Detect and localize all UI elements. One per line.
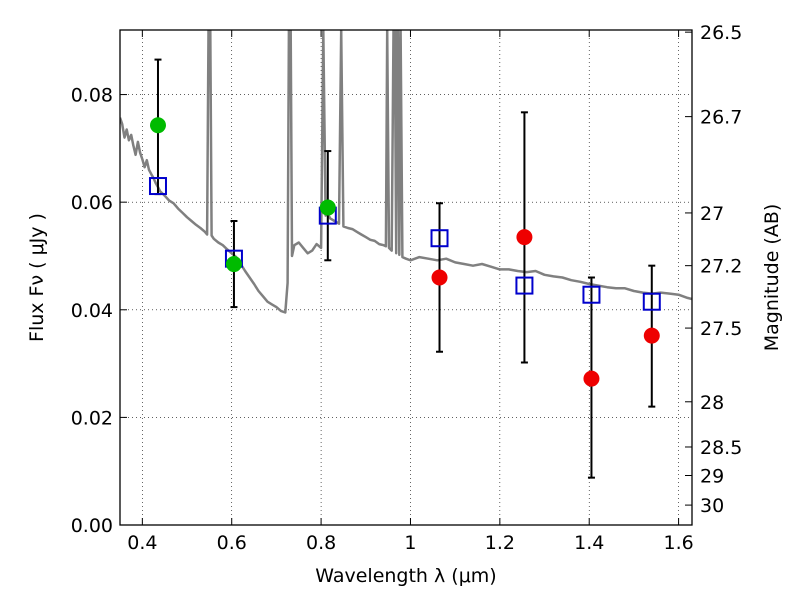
right-tick-label: 29 <box>700 466 724 488</box>
x-tick-label: 0.6 <box>217 532 247 554</box>
right-tick-label: 27 <box>700 203 724 225</box>
right-tick-label: 30 <box>700 495 724 517</box>
model-square <box>642 292 661 311</box>
spectrum-line <box>120 30 692 314</box>
y-tick-label: 0.00 <box>71 515 113 537</box>
nondetection-point <box>431 269 448 286</box>
y-tick-label: 0.06 <box>71 192 113 214</box>
detection-point <box>149 117 166 134</box>
model-square <box>148 177 167 196</box>
right-tick-label: 26.5 <box>700 22 742 44</box>
y-axis-label: Flux Fν ( μJy ) <box>26 213 48 342</box>
model-square <box>430 229 449 248</box>
nondetection-point <box>583 370 600 387</box>
x-tick-label: 1 <box>404 532 416 554</box>
model-spectrum <box>120 30 692 314</box>
right-tick-label: 26.7 <box>700 107 742 129</box>
right-tick-label: 28.5 <box>700 437 742 459</box>
nondetection-point <box>643 327 660 344</box>
x-tick-label: 1.6 <box>663 532 693 554</box>
model-square <box>515 276 534 295</box>
nondetection-point <box>516 229 533 246</box>
y-tick-label: 0.02 <box>71 407 113 429</box>
right-axis-label: Magnitude (AB) <box>761 204 783 352</box>
x-tick-label: 0.4 <box>127 532 157 554</box>
x-tick-label: 1.2 <box>485 532 515 554</box>
right-tick-label: 28 <box>700 392 724 414</box>
detection-point <box>319 199 336 216</box>
model-square <box>582 285 601 304</box>
grid <box>120 30 692 526</box>
x-axis-label: Wavelength λ (μm) <box>315 565 496 587</box>
right-tick-label: 27.5 <box>700 318 742 340</box>
axis-ticks: 0.4 0.6 0.8 1 1.2 1.4 1.6 0.00 0.02 0.04 0.06 0.08 2… <box>71 22 743 554</box>
model-points <box>148 177 661 311</box>
x-tick-label: 1.4 <box>574 532 604 554</box>
plot-frame <box>119 29 693 526</box>
y-tick-label: 0.08 <box>71 85 113 107</box>
detection-point <box>225 256 242 273</box>
right-tick-label: 27.2 <box>700 256 742 278</box>
observed-points <box>149 117 660 387</box>
x-tick-label: 0.8 <box>306 532 336 554</box>
y-tick-label: 0.04 <box>71 300 113 322</box>
